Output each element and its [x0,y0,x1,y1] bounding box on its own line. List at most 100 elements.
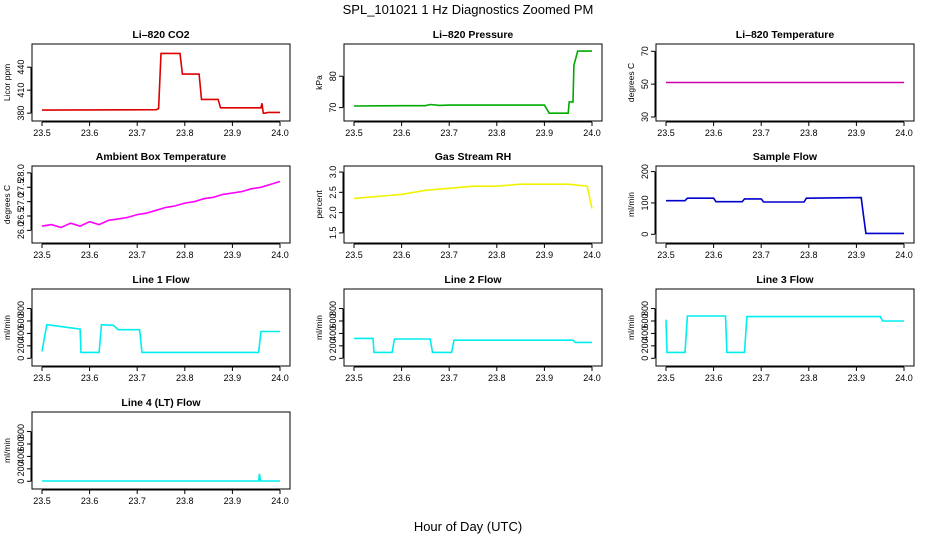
x-tick-label: 24.0 [895,128,913,138]
x-tick-label: 24.0 [583,250,601,260]
y-tick-label: 200 [640,164,650,179]
x-tick-label: 23.8 [176,250,194,260]
panel-title: Line 3 Flow [756,274,814,286]
x-tick-label: 23.7 [128,250,146,260]
ambient-box-temperature-series [41,180,281,229]
x-tick-label: 23.9 [224,373,242,383]
x-tick-label: 23.5 [345,373,363,383]
plot-frame [31,43,291,122]
y-tick-label: 440 [16,60,26,75]
y-tick-label: 0 [640,232,650,237]
y-tick-label: 600 [640,313,650,328]
y-tick-label: 400 [640,326,650,341]
y-tick-label: 2.5 [328,186,338,199]
y-tick-label: 2.0 [328,206,338,219]
x-tick-label: 23.8 [176,373,194,383]
gas-stream-rh-panel: Gas Stream RH percent 23.5 23.6 23.7 23.8 23.9… [314,151,603,260]
plot-frame [343,165,603,244]
x-tick-label: 24.0 [583,373,601,383]
figure-title: SPL_101021 1 Hz Diagnostics Zoomed PM [343,2,594,17]
x-tick-label: 24.0 [271,496,289,506]
x-tick-label: 23.5 [33,496,51,506]
panel-title: Sample Flow [753,151,818,163]
y-tick-label: 70 [328,103,338,113]
x-tick-label: 24.0 [271,373,289,383]
y-tick-label: 410 [16,83,26,98]
chart-panels: Li–820 CO2 Licor ppm 23.5 23.6 23.7 23.8 23.9 2… [2,29,915,506]
line-3-flow-series [665,315,904,354]
x-tick-label: 23.8 [800,373,818,383]
x-tick-label: 24.0 [271,128,289,138]
y-tick-label: 27.0 [16,193,26,211]
x-tick-label: 23.9 [224,496,242,506]
plot-frame [343,288,603,367]
x-tick-label: 23.8 [800,128,818,138]
panel-title: Line 4 (LT) Flow [121,397,201,409]
y-tick-label: 200 [16,338,26,353]
y-tick-label: 26.0 [16,222,26,240]
y-tick-label: 200 [328,338,338,353]
y-tick-label: 50 [640,79,650,89]
x-tick-label: 23.7 [440,250,458,260]
plot-frame [655,165,915,244]
li-820-co2-panel: Li–820 CO2 Licor ppm 23.5 23.6 23.7 23.8 23.9 2… [2,29,291,138]
x-tick-label: 24.0 [895,373,913,383]
x-tick-label: 23.6 [393,128,411,138]
x-tick-label: 23.5 [657,128,675,138]
y-tick-label: 70 [640,46,650,56]
x-tick-label: 23.8 [488,373,506,383]
y-tick-label: 600 [16,313,26,328]
y-tick-label: 200 [16,461,26,476]
line-3-flow-panel: Line 3 Flow ml/min 23.5 23.6 23.7 23.8 23.9 24.… [626,274,915,383]
x-tick-label: 23.7 [752,373,770,383]
x-tick-label: 23.6 [81,373,99,383]
x-tick-label: 23.5 [33,128,51,138]
line-1-flow-series [41,323,280,354]
y-axis-label: ml/min [2,315,12,340]
x-tick-label: 23.6 [81,250,99,260]
y-tick-label: 0 [16,356,26,361]
y-tick-label: 600 [328,313,338,328]
x-tick-label: 23.7 [128,496,146,506]
x-tick-label: 23.8 [176,128,194,138]
y-tick-label: 1.5 [328,227,338,240]
y-tick-label: 80 [328,71,338,81]
x-tick-label: 23.9 [536,250,554,260]
x-tick-label: 23.9 [848,250,866,260]
li-820-co2-series [41,52,280,114]
y-tick-label: 380 [16,106,26,121]
y-tick-label: 800 [640,301,650,316]
y-axis-label: kPa [314,75,324,90]
y-axis-label: percent [314,190,324,219]
plot-frame [31,288,291,367]
x-tick-label: 23.8 [488,128,506,138]
y-axis-label: ml/min [2,438,12,463]
x-tick-label: 23.9 [536,128,554,138]
x-tick-label: 23.8 [488,250,506,260]
x-tick-label: 23.7 [440,128,458,138]
x-tick-label: 23.7 [440,373,458,383]
y-axis-label: degrees C [2,185,12,224]
x-tick-label: 23.6 [705,128,723,138]
panel-title: Gas Stream RH [435,151,511,163]
x-tick-label: 23.7 [128,373,146,383]
x-tick-label: 23.6 [393,373,411,383]
y-tick-label: 30 [640,112,650,122]
plot-frame [31,165,291,244]
x-tick-label: 23.7 [128,128,146,138]
x-tick-label: 23.5 [345,250,363,260]
x-tick-label: 23.7 [752,250,770,260]
x-tick-label: 23.9 [848,373,866,383]
x-tick-label: 23.5 [657,373,675,383]
x-tick-label: 23.6 [705,373,723,383]
y-tick-label: 3.0 [328,166,338,179]
x-tick-label: 23.6 [393,250,411,260]
plot-frame [655,43,915,122]
y-tick-label: 600 [16,436,26,451]
sample-flow-series [666,196,904,235]
y-tick-label: 100 [640,195,650,210]
x-tick-label: 23.7 [752,128,770,138]
line-4-lt-flow-series [42,473,280,482]
y-tick-label: 27.5 [16,178,26,196]
y-axis-label: ml/min [626,315,636,340]
